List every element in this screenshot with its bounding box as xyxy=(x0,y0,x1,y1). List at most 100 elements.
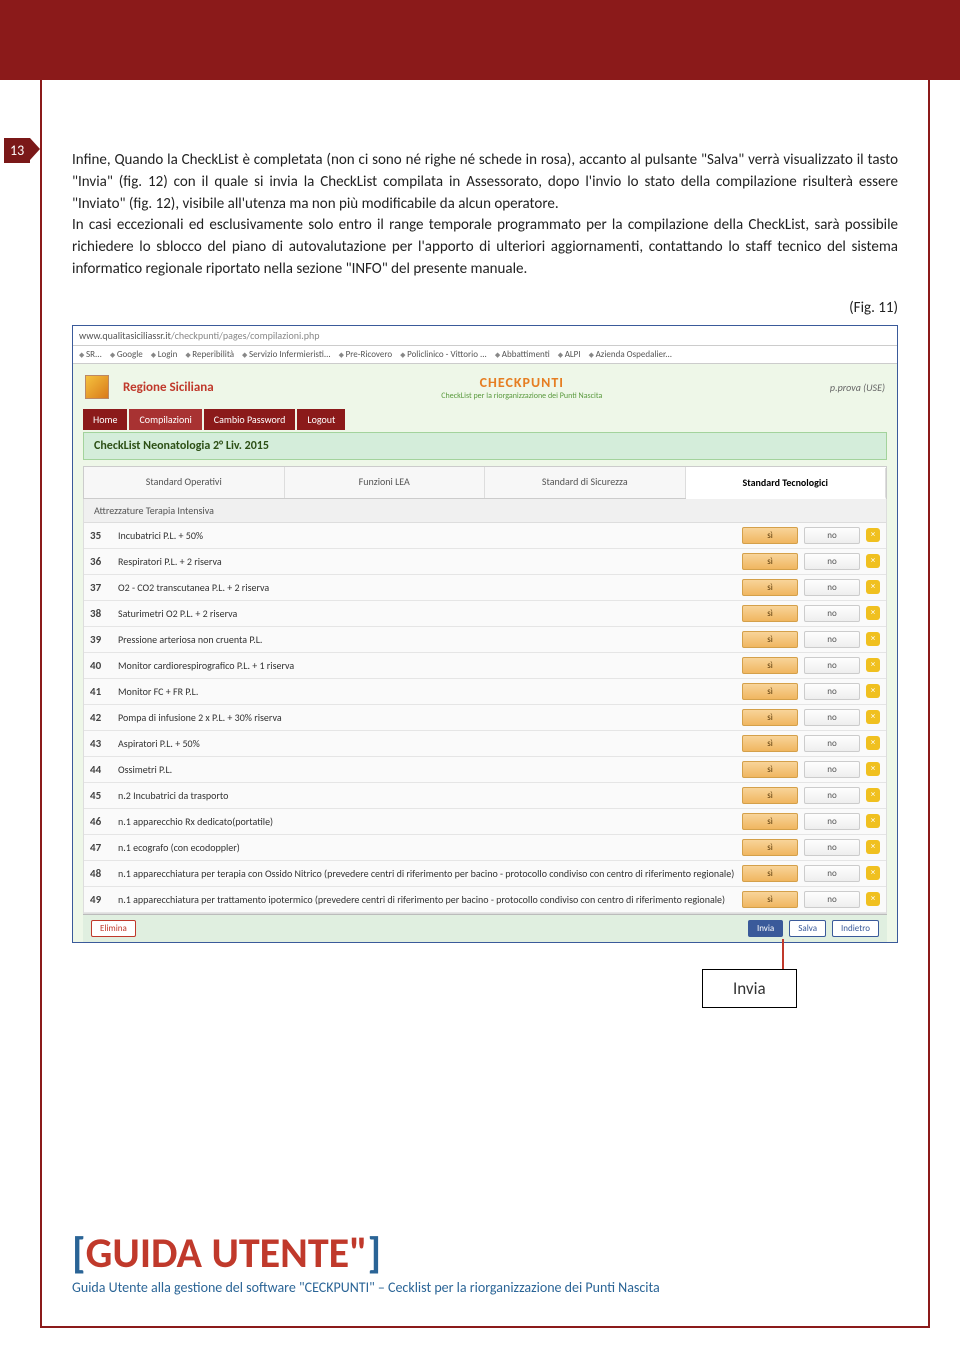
no-button[interactable]: no xyxy=(804,813,860,830)
bookmark-item[interactable]: Servizio Infermieristi... xyxy=(242,349,331,360)
figure-label: (Fig. 11) xyxy=(72,299,898,317)
region-label: Regione Siciliana xyxy=(123,380,214,395)
delete-icon[interactable]: × xyxy=(866,554,880,568)
no-button[interactable]: no xyxy=(804,657,860,674)
yes-button[interactable]: sì xyxy=(742,813,798,830)
body-paragraph: Infine, Quando la CheckList è completata… xyxy=(72,150,898,281)
no-button[interactable]: no xyxy=(804,865,860,882)
top-bar xyxy=(0,0,960,80)
region-logo-icon xyxy=(85,375,109,399)
table-row: 44Ossimetri P.L.sìno× xyxy=(84,757,886,783)
table-row: 42Pompa di infusione 2 x P.L. + 30% rise… xyxy=(84,705,886,731)
nav-item[interactable]: Home xyxy=(83,409,127,430)
bookmarks-bar: SR... Google Login Reperibilità Servizio Inf… xyxy=(73,346,897,364)
yes-button[interactable]: sì xyxy=(742,683,798,700)
yes-button[interactable]: sì xyxy=(742,631,798,648)
yes-button[interactable]: sì xyxy=(742,839,798,856)
row-label: n.1 apparecchio Rx dedicato(portatile) xyxy=(118,815,736,828)
yes-button[interactable]: sì xyxy=(742,579,798,596)
delete-icon[interactable]: × xyxy=(866,658,880,672)
delete-icon[interactable]: × xyxy=(866,710,880,724)
row-number: 49 xyxy=(90,893,112,906)
no-button[interactable]: no xyxy=(804,891,860,908)
yes-button[interactable]: sì xyxy=(742,657,798,674)
yes-button[interactable]: sì xyxy=(742,787,798,804)
delete-icon[interactable]: × xyxy=(866,684,880,698)
salva-button[interactable]: Salva xyxy=(789,920,826,937)
yes-button[interactable]: sì xyxy=(742,891,798,908)
no-button[interactable]: no xyxy=(804,605,860,622)
table-row: 49 n.1 apparecchiatura per trattamento ip… xyxy=(84,887,886,913)
bookmark-item[interactable]: Pre-Ricovero xyxy=(339,349,392,360)
delete-icon[interactable]: × xyxy=(866,580,880,594)
bookmark-item[interactable]: Policlinico - Vittorio ... xyxy=(400,349,487,360)
delete-icon[interactable]: × xyxy=(866,840,880,854)
indietro-button[interactable]: Indietro xyxy=(832,920,879,937)
bookmark-item[interactable]: SR... xyxy=(79,349,102,360)
nav-item[interactable]: Logout xyxy=(297,409,345,430)
bookmark-item[interactable]: Google xyxy=(110,349,143,360)
no-button[interactable]: no xyxy=(804,553,860,570)
delete-icon[interactable]: × xyxy=(866,814,880,828)
invia-button[interactable]: Invia xyxy=(748,920,783,937)
delete-icon[interactable]: × xyxy=(866,788,880,802)
nav-item[interactable]: Compilazioni xyxy=(129,409,201,430)
no-button[interactable]: no xyxy=(804,735,860,752)
yes-button[interactable]: sì xyxy=(742,761,798,778)
row-label: Pompa di infusione 2 x P.L. + 30% riserv… xyxy=(118,711,736,724)
row-number: 48 xyxy=(90,867,112,880)
address-bar[interactable]: www.qualitasiciliassr.it/checkpunti/page… xyxy=(73,326,897,346)
delete-icon[interactable]: × xyxy=(866,736,880,750)
no-button[interactable]: no xyxy=(804,683,860,700)
delete-icon[interactable]: × xyxy=(866,866,880,880)
yes-button[interactable]: sì xyxy=(742,865,798,882)
row-label: n.1 apparecchiatura per trattamento ipot… xyxy=(118,893,736,906)
no-button[interactable]: no xyxy=(804,761,860,778)
delete-icon[interactable]: × xyxy=(866,632,880,646)
row-number: 36 xyxy=(90,555,112,568)
no-button[interactable]: no xyxy=(804,787,860,804)
tab-item[interactable]: Standard Tecnologici xyxy=(686,468,887,499)
bracket-open: [ xyxy=(72,1228,86,1279)
table-row: 37O2 - CO2 transcutanea P.L. + 2 riserva… xyxy=(84,575,886,601)
panel-title: CheckList Neonatologia 2° Liv. 2015 xyxy=(83,432,887,460)
no-button[interactable]: no xyxy=(804,839,860,856)
table-row: 48 n.1 apparecchiatura per terapia con Os… xyxy=(84,861,886,887)
yes-button[interactable]: sì xyxy=(742,605,798,622)
table-row: 36Respiratori P.L. + 2 riservasìno× xyxy=(84,549,886,575)
table-row: 40Monitor cardiorespirografico P.L. + 1 … xyxy=(84,653,886,679)
bookmark-item[interactable]: ALPI xyxy=(558,349,581,360)
delete-icon[interactable]: × xyxy=(866,762,880,776)
no-button[interactable]: no xyxy=(804,579,860,596)
app-title: CHECKPUNTI xyxy=(228,374,816,391)
bookmark-item[interactable]: Azienda Ospedalier... xyxy=(589,349,672,360)
row-number: 45 xyxy=(90,789,112,802)
tab-item[interactable]: Standard di Sicurezza xyxy=(485,467,686,498)
checklist-rows: 35Incubatrici P.L. + 50%sìno×36Respirato… xyxy=(83,523,887,914)
yes-button[interactable]: sì xyxy=(742,527,798,544)
bookmark-item[interactable]: Reperibilità xyxy=(185,349,234,360)
no-button[interactable]: no xyxy=(804,527,860,544)
delete-icon[interactable]: × xyxy=(866,892,880,906)
bookmark-item[interactable]: Abbattimenti xyxy=(495,349,550,360)
callout-box: Invia xyxy=(702,969,797,1008)
row-label: n.1 apparecchiatura per terapia con Ossi… xyxy=(118,867,736,880)
bookmark-item[interactable]: Login xyxy=(151,349,178,360)
no-button[interactable]: no xyxy=(804,709,860,726)
row-label: Ossimetri P.L. xyxy=(118,763,736,776)
yes-button[interactable]: sì xyxy=(742,735,798,752)
row-number: 35 xyxy=(90,529,112,542)
delete-icon[interactable]: × xyxy=(866,606,880,620)
tab-item[interactable]: Funzioni LEA xyxy=(285,467,486,498)
table-row: 39Pressione arteriosa non cruenta P.L.sì… xyxy=(84,627,886,653)
tab-item[interactable]: Standard Operativi xyxy=(84,467,285,498)
no-button[interactable]: no xyxy=(804,631,860,648)
yes-button[interactable]: sì xyxy=(742,553,798,570)
spacer xyxy=(142,920,742,937)
delete-icon[interactable]: × xyxy=(866,528,880,542)
yes-button[interactable]: sì xyxy=(742,709,798,726)
nav-item[interactable]: Cambio Password xyxy=(204,409,296,430)
elimina-button[interactable]: Elimina xyxy=(91,920,136,937)
panel-footer: Elimina Invia Salva Indietro xyxy=(83,914,887,942)
row-label: Incubatrici P.L. + 50% xyxy=(118,529,736,542)
